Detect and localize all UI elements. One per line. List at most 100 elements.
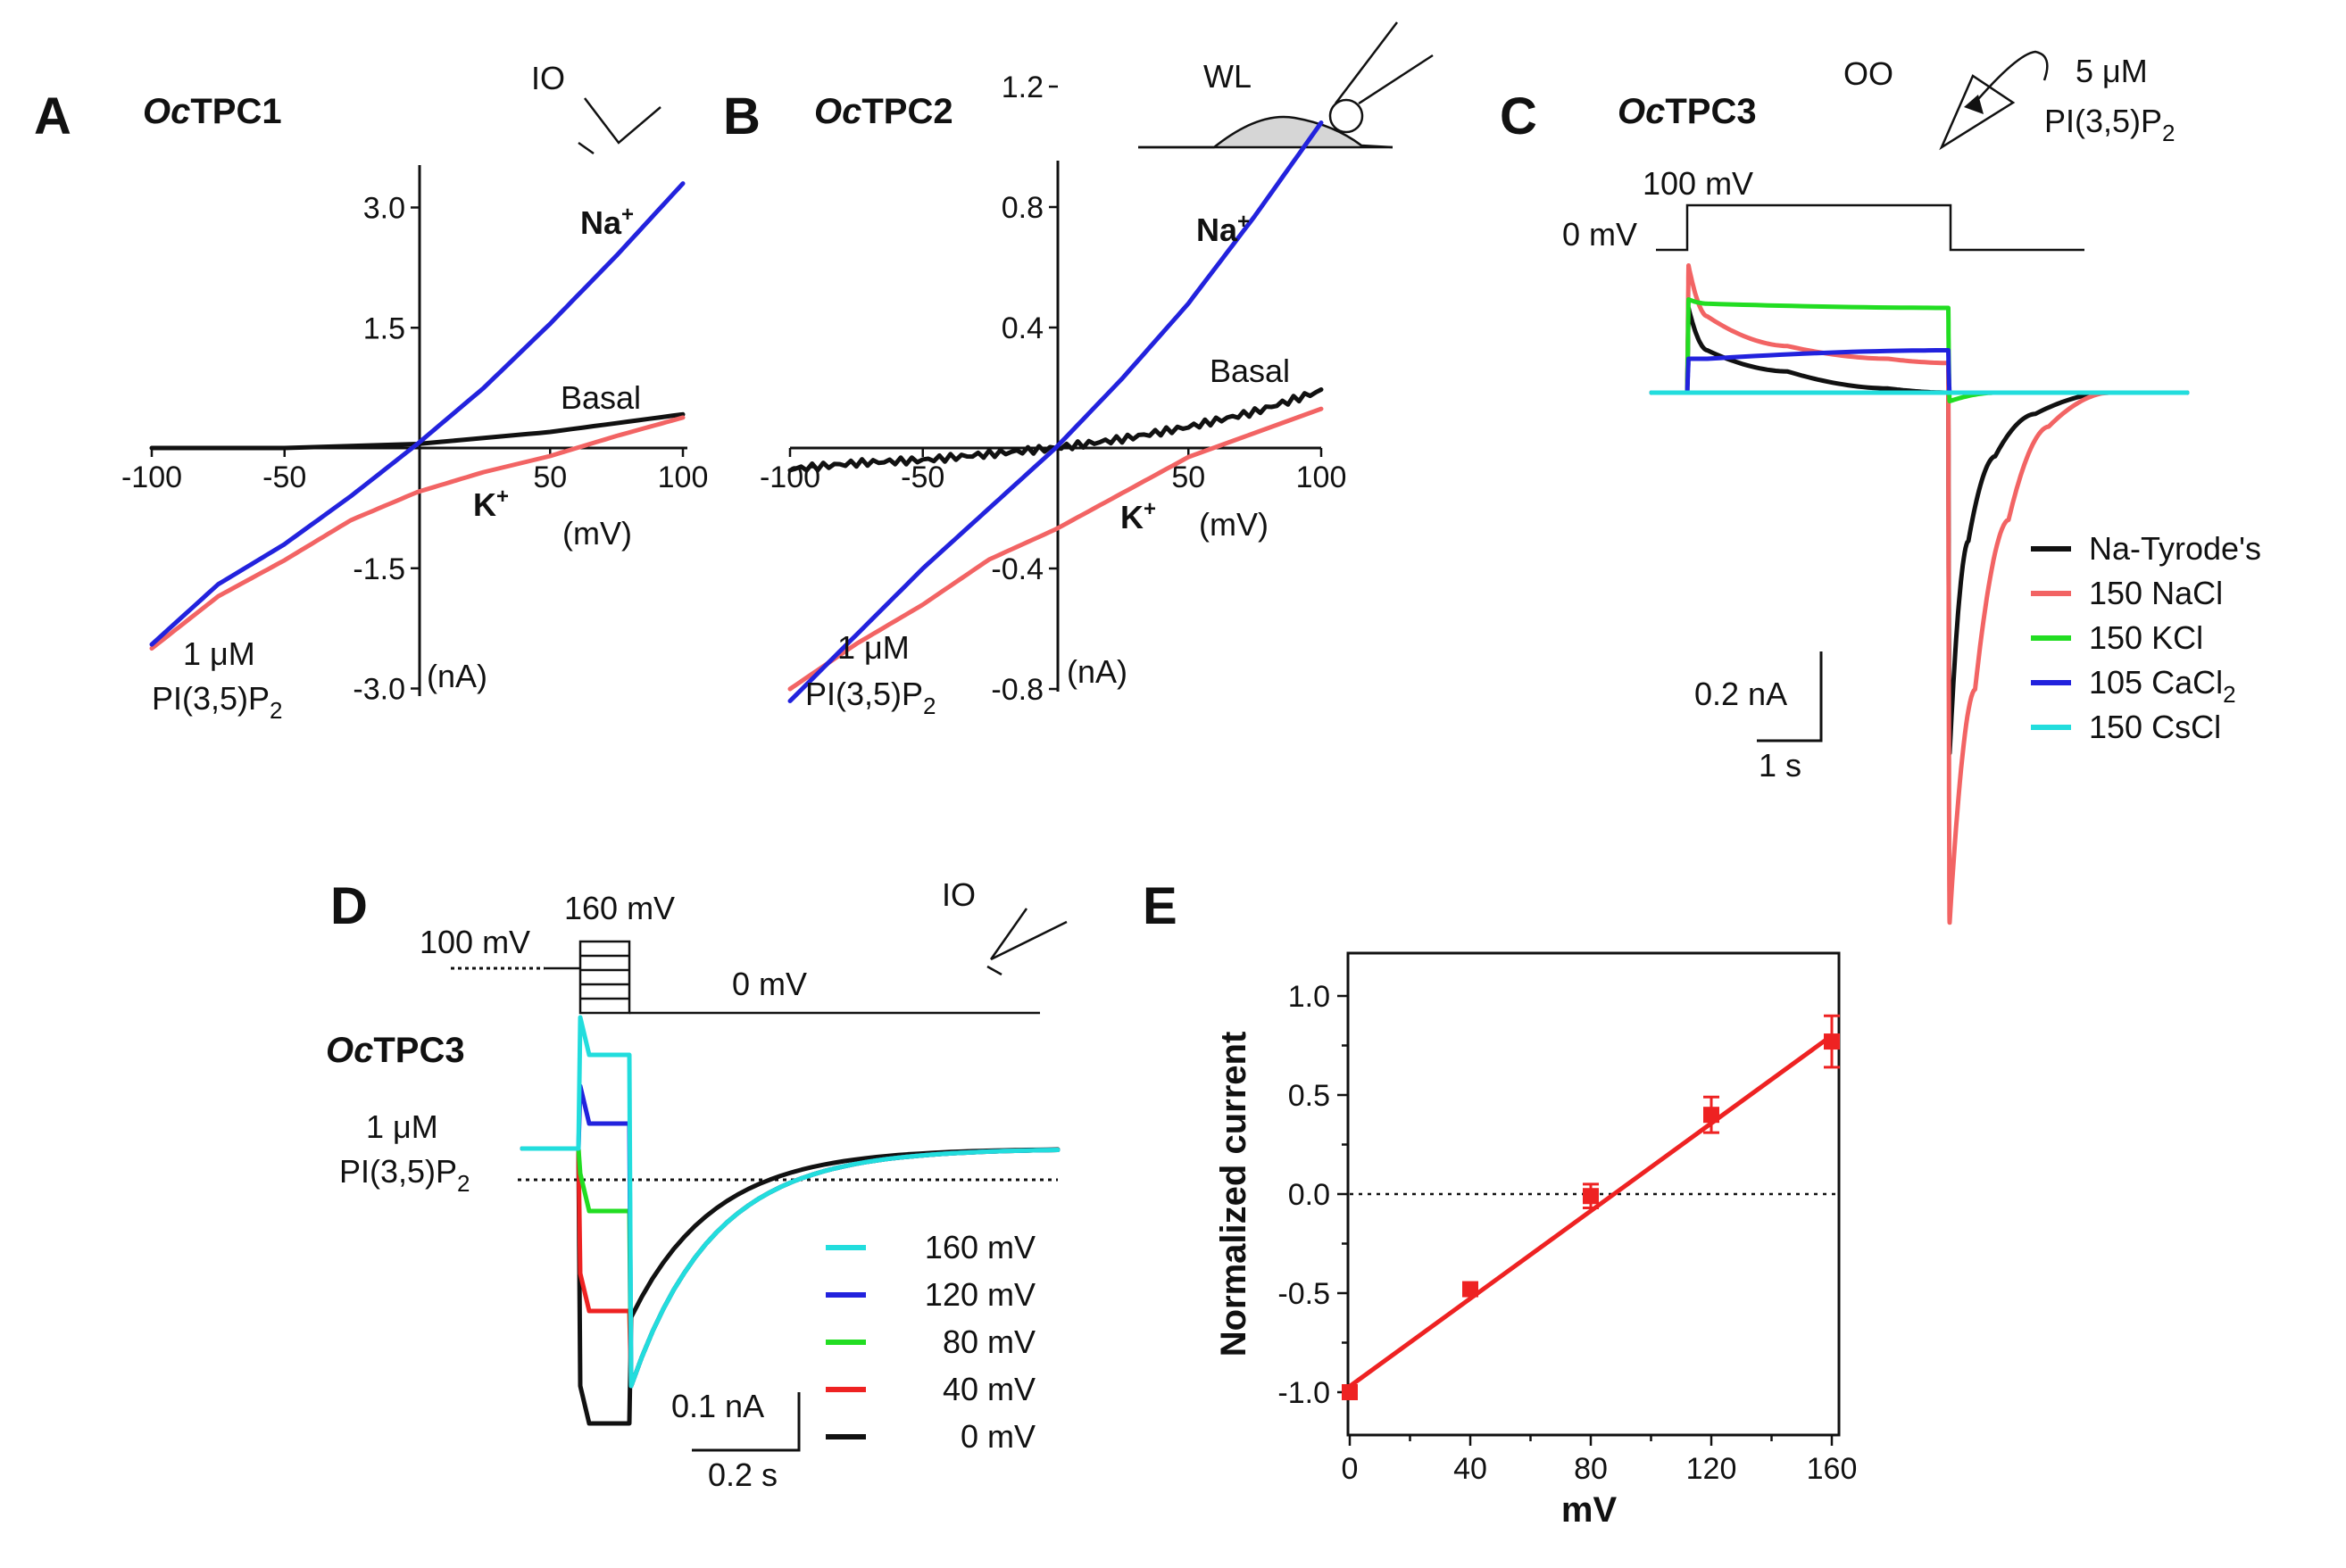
panel-c-protocol (1656, 203, 2084, 252)
panel-e-data-point (1703, 1107, 1719, 1124)
panel-d-legend: 160 mV 120 mV 80 mV 40 mV 0 mV (826, 1229, 1036, 1455)
panel-b-series-k (787, 406, 1324, 692)
panel-b-config: WL (1203, 58, 1252, 95)
panel-d-protocol (451, 940, 1040, 1015)
panel-a-y-tick-label: -1.5 (353, 552, 405, 586)
pipette-icon-a (578, 97, 661, 155)
panel-d-ligand: PI(3,5)P2 (339, 1153, 470, 1197)
panel-e-y-tick-label: 1.0 (1288, 980, 1330, 1014)
panel-d-scale-bar (692, 1392, 801, 1452)
panel-d-ligand-conc: 1 μM (366, 1108, 438, 1145)
panel-a-x-tick-label: -50 (262, 460, 306, 494)
panel-e-x-tick-label: 120 (1686, 1452, 1737, 1486)
panel-c-scale-bar (1757, 651, 1823, 743)
panel-e-fit-line (1348, 1033, 1834, 1389)
panel-a-k-label: K+ (473, 485, 509, 523)
pipette-icon-d (986, 908, 1068, 976)
panel-b-x-unit: (mV) (1199, 506, 1269, 543)
panel-b-y-tick-label: -0.8 (991, 673, 1044, 707)
panel-c-legend-label: 150 KCl (2089, 619, 2203, 656)
panel-letter-e: E (1143, 877, 1177, 935)
panel-c-legend-label: 105 CaCl2 (2089, 664, 2236, 708)
panel-a-title: OcTPC1 (143, 92, 282, 131)
panel-a-x-tick-label: 50 (533, 460, 567, 494)
panel-d-legend-label: 40 mV (943, 1371, 1036, 1407)
pipette-perfusion-icon (1939, 50, 2049, 151)
panel-c-protocol-hold: 0 mV (1562, 216, 1637, 253)
panel-e-x-tick-label: 40 (1453, 1452, 1487, 1486)
panel-b-y-tick-label: 0.8 (1002, 191, 1044, 225)
panel-d-legend-label: 80 mV (943, 1323, 1036, 1360)
panel-c-ligand-conc: 5 μM (2076, 53, 2148, 89)
panel-e-y-tick-label: 0.5 (1288, 1079, 1330, 1113)
panel-c-title: OcTPC3 (1618, 92, 1757, 131)
panel-a-y-tick-label: 3.0 (363, 192, 405, 226)
panel-a-x-tick-label: 100 (658, 460, 709, 494)
panel-e-y-tick-label: -1.0 (1277, 1376, 1330, 1410)
panel-d-legend-label: 160 mV (925, 1229, 1036, 1265)
panel-a-series-na (149, 181, 686, 647)
panel-e-data-point (1824, 1033, 1840, 1050)
panel-e-x-tick-label: 160 (1807, 1452, 1858, 1486)
panel-d-legend-label: 120 mV (925, 1276, 1036, 1313)
panel-b-y-tick-label: -0.4 (991, 552, 1044, 586)
panel-d-protocol-max: 160 mV (564, 890, 675, 926)
panel-c-trace-105-cacl2 (1649, 348, 2190, 395)
panel-b-ligand: PI(3,5)P2 (805, 676, 936, 719)
panel-b-k-label: K+ (1120, 497, 1156, 535)
panel-e-data-point (1583, 1188, 1599, 1205)
panel-b-basal-label: Basal (1210, 353, 1290, 389)
panel-b-na-label: Na+ (1196, 210, 1250, 248)
panel-d-protocol-prepulse: 100 mV (420, 924, 530, 960)
panel-e-y-tick-label: 0.0 (1288, 1178, 1330, 1212)
panel-letter-c: C (1500, 87, 1537, 145)
panel-b-x-tick-label: 100 (1296, 460, 1347, 494)
panel-c: C OcTPC3 OO 5 μM PI(3,5)P2 100 mV 0 mV 0… (1500, 50, 2261, 925)
panel-letter-d: D (330, 877, 368, 935)
panel-b-y-tick-label: 0.4 (1002, 311, 1044, 345)
panel-a-title-rest: TPC1 (190, 92, 281, 131)
panel-c-legend-label: 150 NaCl (2089, 575, 2223, 611)
panel-e-data-point (1342, 1384, 1358, 1400)
panel-a-y-tick-label: 1.5 (363, 311, 405, 345)
panel-e-x-tick-label: 0 (1342, 1452, 1359, 1486)
panel-c-scale-y: 0.2 nA (1694, 676, 1787, 712)
panel-c-scale-x: 1 s (1759, 747, 1801, 784)
panel-b: B OcTPC2 WL -100 -50 50 1001.20.80.4-0.4-0.… (723, 21, 1434, 719)
panel-letter-a: A (34, 87, 71, 145)
panel-a-ligand: PI(3,5)P2 (152, 680, 283, 724)
panel-e-data-point (1462, 1281, 1478, 1298)
panel-b-ligand-conc: 1 μM (837, 629, 910, 666)
panel-b-y-unit: (nA) (1067, 653, 1127, 690)
panel-a-title-italic: Oc (143, 92, 190, 131)
panel-a-basal-label: Basal (561, 379, 641, 416)
panel-a-y-unit: (nA) (427, 658, 487, 694)
panel-a: A OcTPC1 IO -100 -50 50 100 3.0 1.5 -1.5 -3.0 N… (34, 60, 708, 724)
panel-a-config: IO (531, 60, 565, 96)
panel-d-scale-y: 0.1 nA (671, 1388, 764, 1424)
panel-d: D OcTPC3 IO 100 mV 160 mV 0 mV 1 μM PI(3… (326, 876, 1068, 1493)
panel-e-x-tick-label: 80 (1574, 1452, 1608, 1486)
panel-b-x-tick-label: -50 (901, 460, 944, 494)
panel-c-legend-label: Na-Tyrode's (2089, 530, 2261, 567)
panel-b-x-tick-label: 50 (1171, 460, 1205, 494)
panel-a-series-k (149, 415, 686, 651)
panel-d-legend-label: 0 mV (961, 1418, 1036, 1455)
panel-d-trace-160-mv (520, 1015, 1061, 1389)
panel-b-title: OcTPC2 (814, 92, 953, 131)
panel-a-x-unit: (mV) (562, 515, 632, 552)
panel-e: E 0 40 80 120 160 1.0 0.5 0.0 -0.5 -1.0 mV Normal… (1143, 877, 1857, 1530)
panel-c-legend-label: 150 CsCl (2089, 709, 2221, 745)
panel-a-na-label: Na+ (580, 203, 634, 241)
panel-c-ligand: PI(3,5)P2 (2044, 103, 2175, 146)
panel-d-scale-x: 0.2 s (708, 1456, 778, 1493)
panel-letter-b: B (723, 87, 761, 145)
panel-a-ligand-conc: 1 μM (183, 635, 255, 672)
panel-c-protocol-step: 100 mV (1643, 165, 1753, 202)
panel-e-ylabel: Normalized current (1214, 1032, 1253, 1357)
panel-d-protocol-test: 0 mV (732, 966, 807, 1002)
panel-b-series-basal (787, 387, 1324, 473)
panel-a-x-tick-label: -100 (121, 460, 182, 494)
panel-e-y-tick-label: -0.5 (1277, 1277, 1330, 1311)
